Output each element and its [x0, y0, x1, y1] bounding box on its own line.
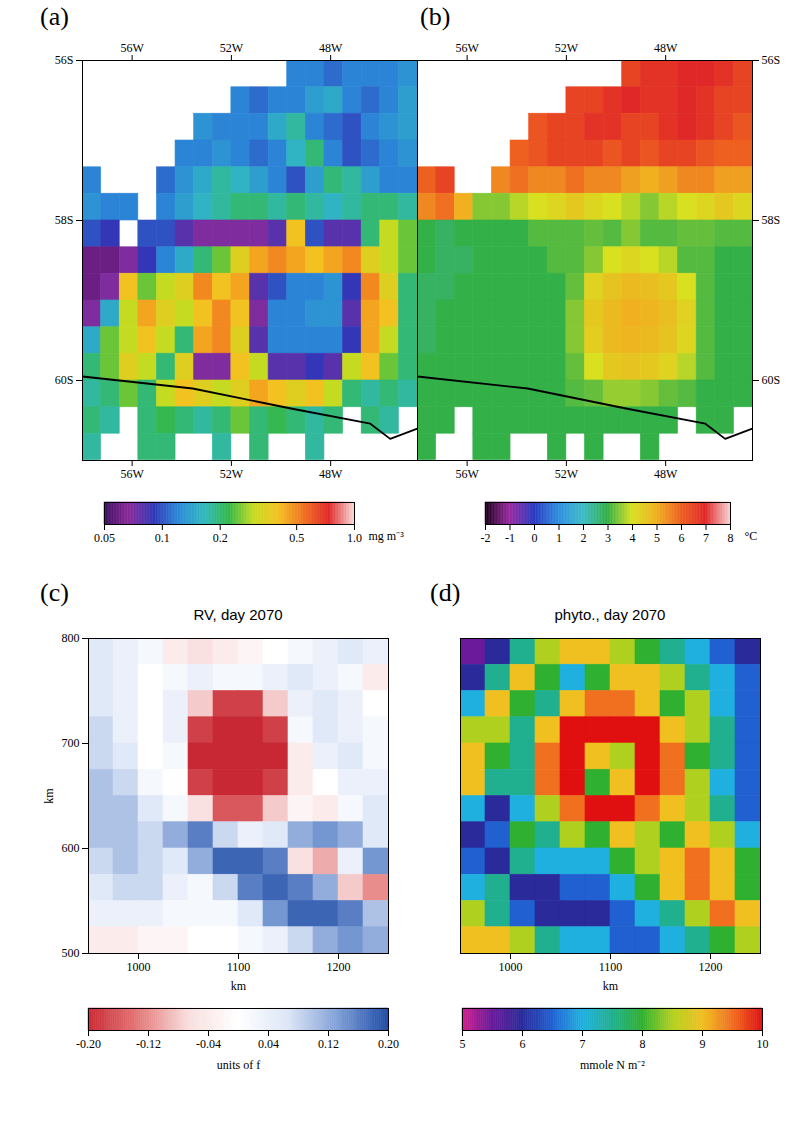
- svg-text:48W: 48W: [319, 467, 343, 481]
- svg-text:0.1: 0.1: [155, 531, 170, 545]
- svg-text:-0.12: -0.12: [136, 1037, 161, 1051]
- svg-text:km: km: [231, 979, 247, 993]
- svg-text:56W: 56W: [455, 41, 479, 55]
- svg-text:56S: 56S: [55, 53, 74, 67]
- svg-text:-1: -1: [505, 531, 515, 545]
- svg-text:8: 8: [728, 531, 734, 545]
- svg-text:1.0: 1.0: [347, 531, 362, 545]
- svg-text:48W: 48W: [654, 41, 678, 55]
- svg-text:1000: 1000: [499, 960, 523, 974]
- html-text:(c): (c): [40, 578, 69, 607]
- svg-text:56W: 56W: [120, 467, 144, 481]
- svg-text:2: 2: [581, 531, 587, 545]
- svg-text:1100: 1100: [227, 960, 251, 974]
- svg-text:700: 700: [62, 736, 80, 750]
- svg-text:0: 0: [532, 531, 538, 545]
- svg-text:500: 500: [62, 946, 80, 960]
- svg-text:0.12: 0.12: [318, 1037, 339, 1051]
- svg-text:0.05: 0.05: [94, 531, 115, 545]
- svg-text:-0.04: -0.04: [196, 1037, 221, 1051]
- svg-text:58S: 58S: [762, 213, 781, 227]
- svg-text:km: km: [42, 788, 56, 804]
- svg-text:600: 600: [62, 841, 80, 855]
- svg-text:60S: 60S: [55, 373, 74, 387]
- svg-text:48W: 48W: [319, 41, 343, 55]
- svg-text:56S: 56S: [762, 53, 781, 67]
- svg-text:52W: 52W: [555, 467, 579, 481]
- svg-text:4: 4: [630, 531, 636, 545]
- svg-text:mmole N m⁻²: mmole N m⁻²: [580, 1058, 645, 1072]
- svg-text:6: 6: [520, 1037, 526, 1051]
- svg-text:5: 5: [460, 1037, 466, 1051]
- svg-text:3: 3: [605, 531, 611, 545]
- svg-text:units of f: units of f: [217, 1058, 260, 1072]
- html-text:phyto., day 2070: phyto., day 2070: [554, 606, 666, 623]
- html-text:(a): (a): [40, 2, 69, 31]
- svg-text:km: km: [603, 979, 619, 993]
- svg-text:0.20: 0.20: [378, 1037, 399, 1051]
- svg-text:°C: °C: [745, 529, 758, 543]
- svg-text:6: 6: [679, 531, 685, 545]
- svg-text:52W: 52W: [555, 41, 579, 55]
- svg-text:-2: -2: [481, 531, 491, 545]
- svg-text:0.04: 0.04: [258, 1037, 279, 1051]
- svg-text:1: 1: [556, 531, 562, 545]
- html-text:(d): (d): [430, 578, 461, 607]
- svg-text:0.5: 0.5: [289, 531, 304, 545]
- svg-text:1200: 1200: [327, 960, 351, 974]
- svg-text:56W: 56W: [120, 41, 144, 55]
- svg-text:48W: 48W: [654, 467, 678, 481]
- svg-text:1000: 1000: [127, 960, 151, 974]
- svg-text:1100: 1100: [599, 960, 623, 974]
- html-text:(b): (b): [420, 2, 451, 31]
- svg-text:7: 7: [703, 531, 709, 545]
- svg-text:56W: 56W: [455, 467, 479, 481]
- svg-text:7: 7: [580, 1037, 586, 1051]
- svg-text:-0.20: -0.20: [76, 1037, 101, 1051]
- svg-text:60S: 60S: [762, 373, 781, 387]
- svg-text:9: 9: [700, 1037, 706, 1051]
- svg-text:52W: 52W: [220, 41, 244, 55]
- svg-text:10: 10: [757, 1037, 769, 1051]
- svg-text:58S: 58S: [55, 213, 74, 227]
- svg-text:5: 5: [654, 531, 660, 545]
- svg-text:800: 800: [62, 631, 80, 645]
- svg-text:8: 8: [640, 1037, 646, 1051]
- html-text:RV, day 2070: RV, day 2070: [193, 606, 283, 623]
- svg-text:0.2: 0.2: [213, 531, 228, 545]
- svg-text:52W: 52W: [220, 467, 244, 481]
- svg-text:1200: 1200: [699, 960, 723, 974]
- svg-text:mg m⁻³: mg m⁻³: [369, 529, 405, 543]
